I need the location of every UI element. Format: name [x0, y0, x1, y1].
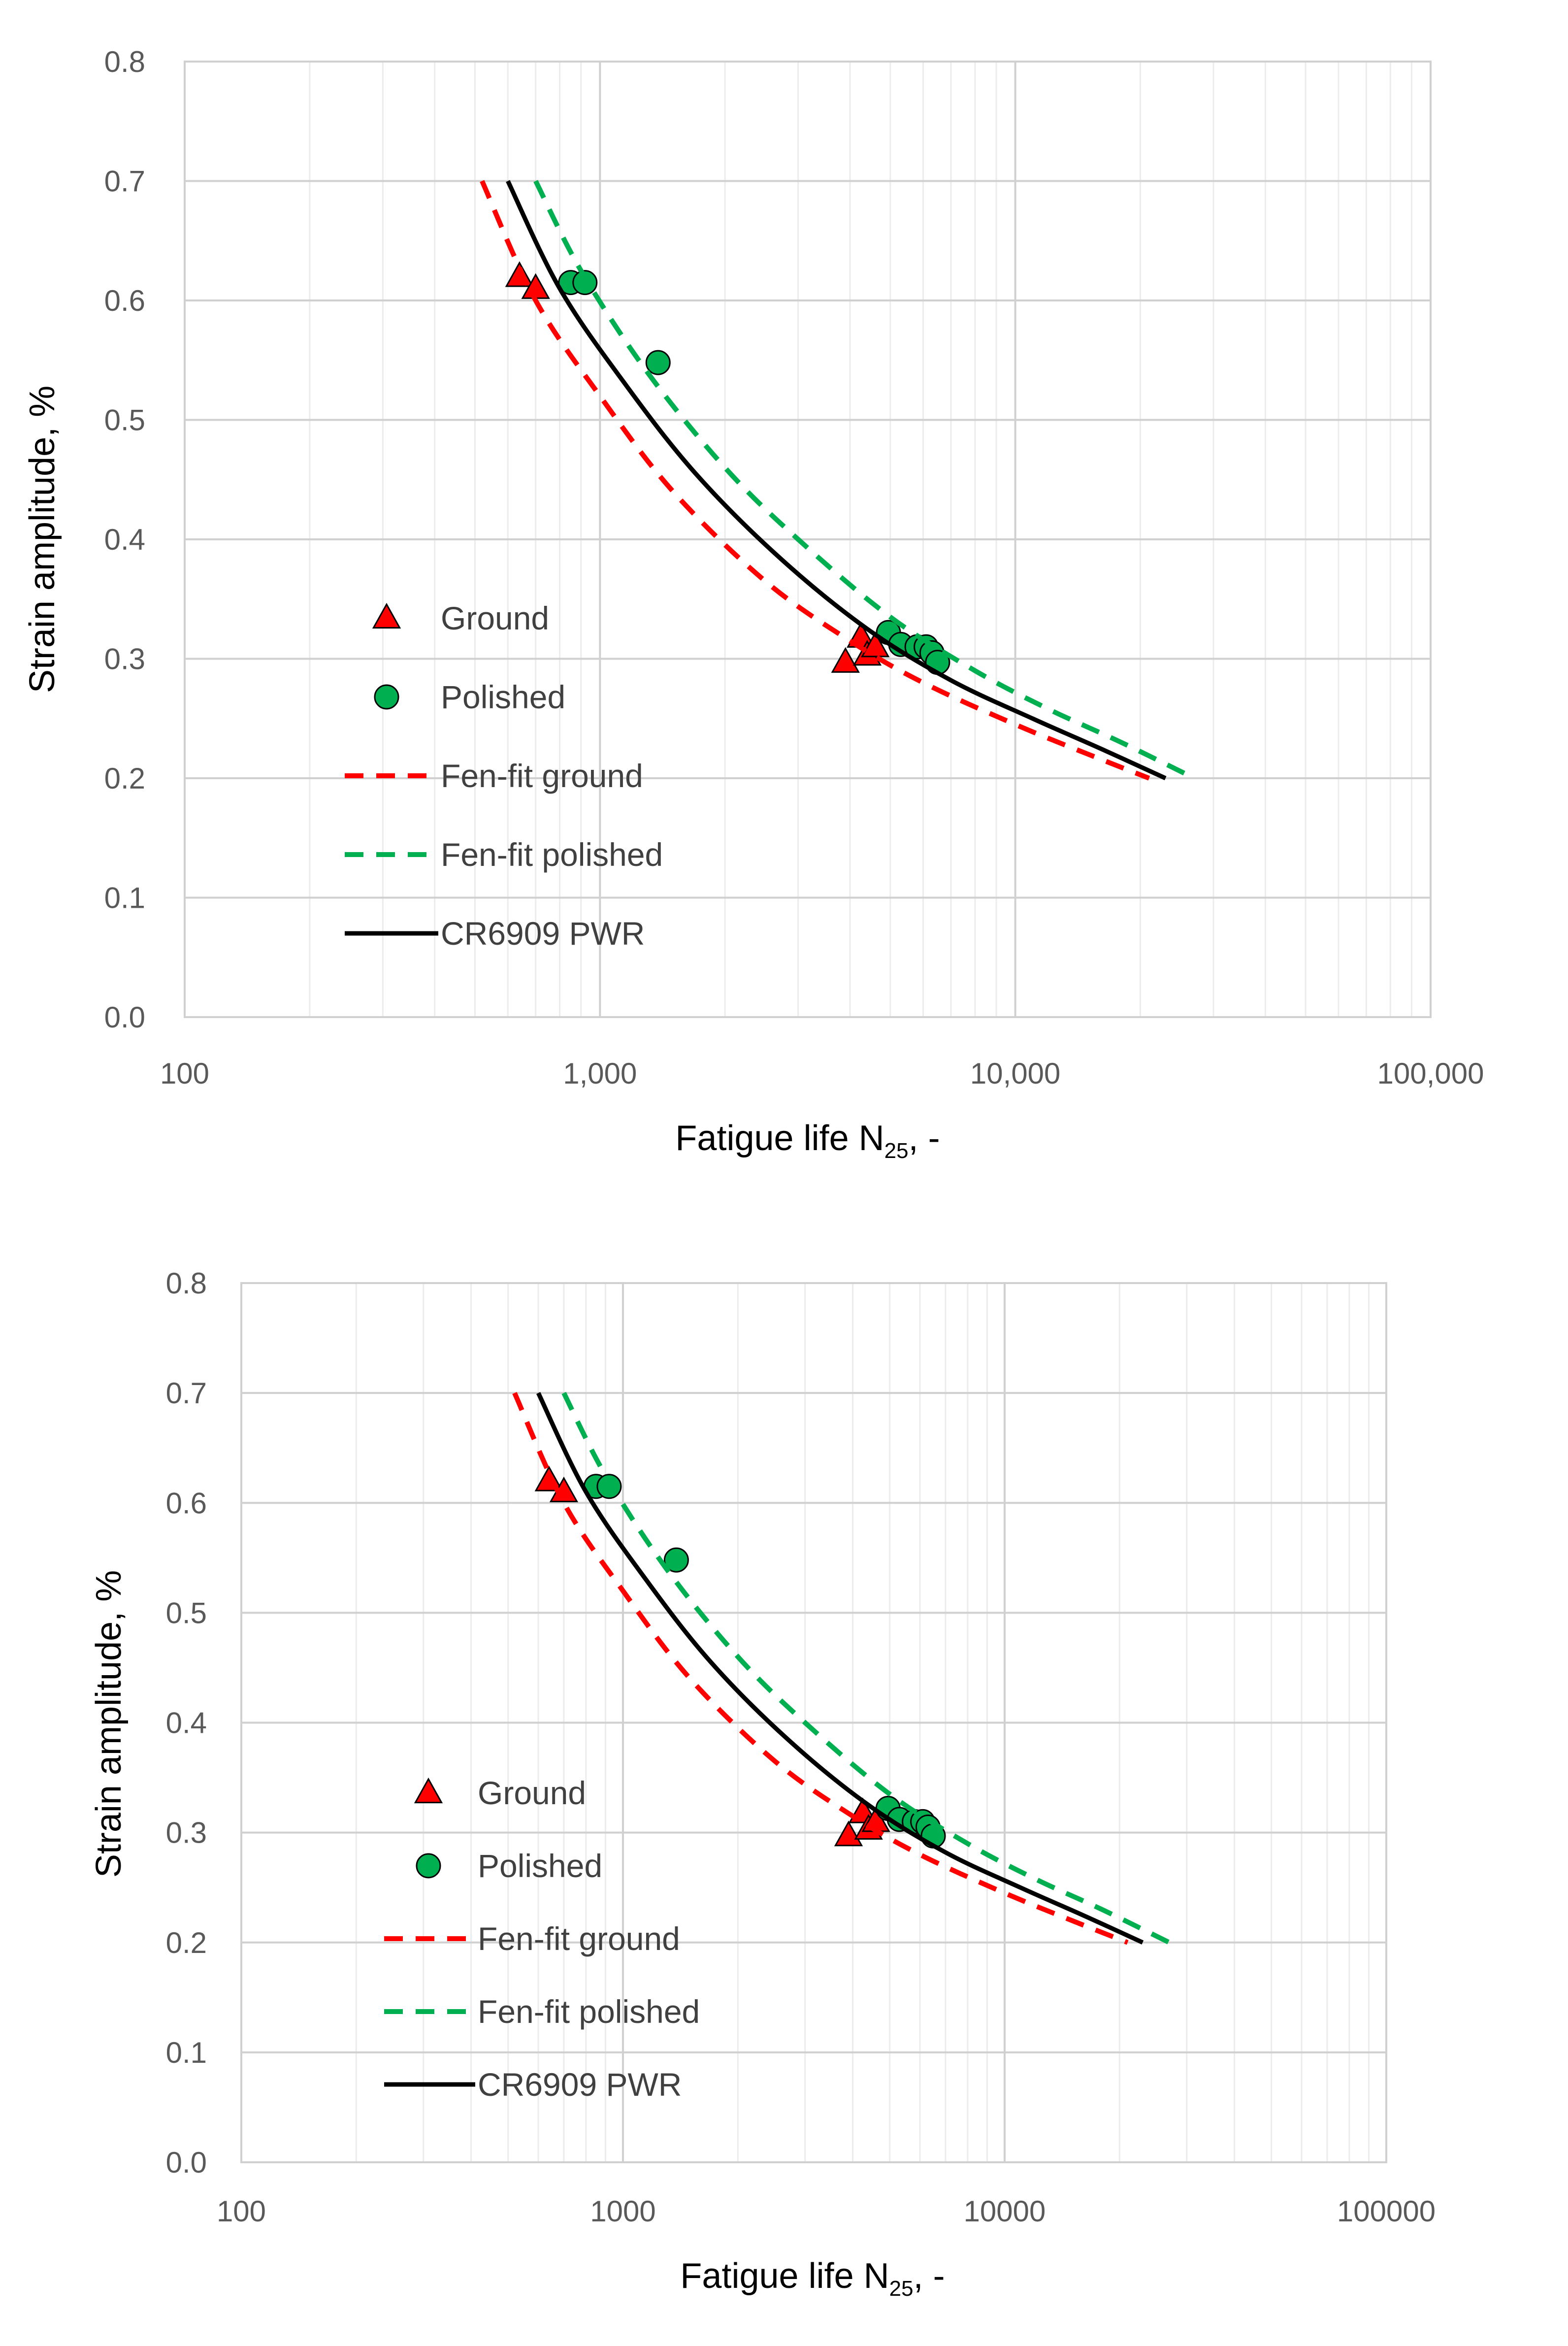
legend-label: Fen-fit ground [478, 1920, 680, 1957]
x-axis-title: Fatigue life N25, - [675, 1119, 940, 1163]
data-point-circle [645, 350, 671, 375]
y-tick-label: 0.2 [166, 1926, 207, 1959]
x-axis-title-tail: , - [914, 2256, 945, 2296]
y-tick-label: 0.5 [104, 404, 145, 437]
y-tick-label: 0.3 [166, 1817, 207, 1850]
legend-item: Polished [374, 679, 565, 715]
legend-label: Fen-fit polished [478, 1993, 700, 2030]
legend-label: Ground [478, 1775, 586, 1811]
x-tick-label: 100 [217, 2195, 266, 2228]
x-tick-label: 100000 [1337, 2195, 1436, 2228]
y-tick-label: 0.1 [166, 2036, 207, 2069]
series-line [536, 1392, 1144, 1945]
y-tick-label: 0.2 [104, 762, 145, 795]
series-fen-fit-polished [533, 180, 1196, 781]
legend-circle-marker [374, 684, 399, 710]
series-polished [583, 1474, 946, 1849]
data-point-circle [572, 270, 598, 296]
legend-label: CR6909 PWR [441, 915, 645, 952]
x-tick-label: 10,000 [970, 1057, 1061, 1090]
x-axis-title-subscript: 25 [889, 2277, 914, 2301]
series-line [533, 180, 1196, 781]
y-tick-label: 0.1 [104, 882, 145, 915]
x-axis-title-main: Fatigue life N [680, 2256, 889, 2296]
data-point-triangle [831, 647, 860, 673]
legend-label: CR6909 PWR [478, 2066, 682, 2103]
legend-circle-marker [416, 1853, 441, 1879]
chart-2: 0.0 0.1 0.2 0.3 0.4 0.5 0.6 0.7 0.8 100 1000 10000 1… [89, 1267, 1436, 2301]
legend-item: Fen-fit ground [345, 758, 643, 794]
y-tick-label: 0.4 [104, 523, 145, 556]
x-axis-title: Fatigue life N25, - [680, 2256, 945, 2301]
x-tick-label: 1,000 [563, 1057, 637, 1090]
legend: Ground Polished Fen-fit ground Fen-fit poli… [345, 600, 663, 952]
series-fen-fit-ground [480, 180, 1150, 781]
y-tick-label: 0.5 [166, 1596, 207, 1629]
x-tick-label: 100,000 [1377, 1057, 1484, 1090]
y-tick-label: 0.0 [166, 2146, 207, 2179]
series-cr6909-pwr [536, 1392, 1144, 1945]
legend-label: Fen-fit polished [441, 836, 663, 873]
series-fen-fit-polished [561, 1391, 1171, 1945]
legend-triangle-marker [414, 1777, 443, 1804]
legend-label: Polished [441, 679, 565, 715]
y-axis-title: Strain amplitude, % [89, 1570, 129, 1878]
x-tick-label: 100 [160, 1057, 209, 1090]
y-tick-label: 0.3 [104, 643, 145, 676]
y-tick-label: 0.0 [104, 1001, 145, 1034]
legend-item: Ground [414, 1775, 586, 1811]
series-ground [534, 1465, 890, 1847]
y-tick-label: 0.7 [104, 165, 145, 198]
y-axis-title: Strain amplitude, % [23, 386, 62, 693]
data-point-triangle [861, 631, 890, 658]
x-tick-label: 10000 [964, 2195, 1046, 2228]
gridlines [240, 1282, 1387, 2163]
chart-1: 0.0 0.1 0.2 0.3 0.4 0.5 0.6 0.7 0.8 100 1,000 10,00… [23, 45, 1484, 1163]
x-axis-title-subscript: 25 [884, 1139, 909, 1163]
legend-label: Fen-fit ground [441, 758, 643, 794]
y-tick-label: 0.8 [104, 45, 145, 78]
x-tick-label: 1000 [590, 2195, 655, 2228]
legend-triangle-marker [372, 602, 401, 629]
legend-item: CR6909 PWR [345, 915, 645, 952]
legend-item: Ground [372, 600, 549, 636]
series-ground [505, 261, 890, 673]
series-line [506, 180, 1167, 781]
plot-area-border [184, 61, 1432, 1018]
legend-item: Fen-fit polished [345, 836, 663, 873]
y-tick-label: 0.7 [166, 1377, 207, 1410]
legend-label: Polished [478, 1848, 602, 1884]
series-line [480, 180, 1150, 781]
legend-item: CR6909 PWR [384, 2066, 682, 2103]
data-point-circle [663, 1547, 689, 1573]
plot-area-border [240, 1282, 1387, 2163]
legend: Ground Polished Fen-fit ground Fen-fit poli… [384, 1775, 700, 2103]
x-axis-title-tail: , - [909, 1119, 940, 1158]
legend-item: Fen-fit ground [384, 1920, 680, 1957]
legend-label: Ground [441, 600, 549, 636]
y-tick-label: 0.6 [166, 1487, 207, 1520]
series-line [512, 1392, 1129, 1945]
y-tick-label: 0.8 [166, 1267, 207, 1300]
gridlines [184, 61, 1432, 1018]
legend-item: Fen-fit polished [384, 1993, 700, 2030]
series-line [561, 1391, 1171, 1945]
series-fen-fit-ground [512, 1392, 1129, 1945]
legend-item: Polished [416, 1848, 602, 1884]
y-tick-label: 0.4 [166, 1707, 207, 1740]
series-cr6909-pwr [506, 180, 1167, 781]
x-axis-title-main: Fatigue life N [675, 1119, 884, 1158]
y-tick-label: 0.6 [104, 284, 145, 317]
